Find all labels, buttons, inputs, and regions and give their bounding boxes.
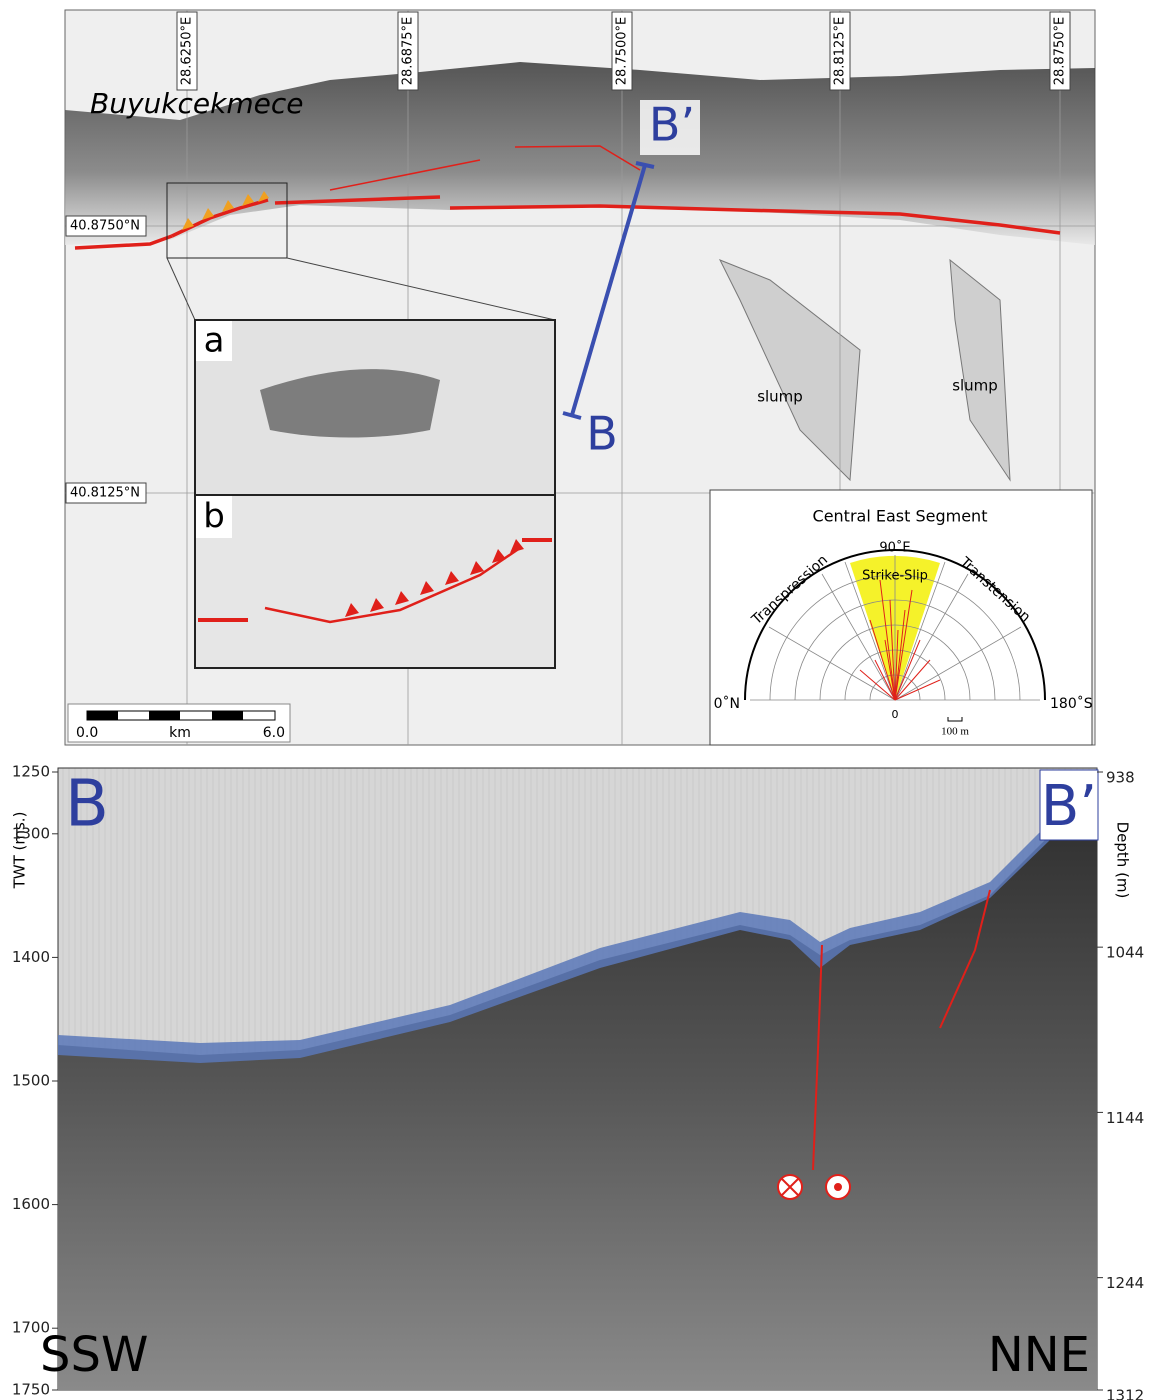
rose-scale-label: 100 m — [941, 726, 969, 738]
scale-label: 6.0 — [263, 725, 285, 741]
rose-end-label: 180˚S — [1050, 695, 1093, 712]
label-box — [611, 11, 633, 91]
inset-locator — [166, 182, 288, 259]
label-box — [1039, 769, 1099, 841]
direction-label: SSW — [40, 1327, 148, 1383]
label-box — [397, 11, 419, 91]
rose-sector-label: Strike-Slip — [862, 569, 928, 584]
subsurface — [58, 770, 1097, 1390]
inset-leader — [166, 257, 196, 321]
y2-tick-label: 1312 — [1106, 1387, 1144, 1400]
longitude-label: 28.6875°E — [401, 17, 416, 85]
slip-symbols — [777, 1174, 851, 1200]
scale-label: km — [169, 725, 191, 741]
inset-label: b — [203, 497, 225, 537]
y-tick-label: 1750 — [12, 1381, 50, 1399]
slump-label: slump — [757, 388, 803, 406]
rose-outline — [744, 549, 1046, 701]
map: a b B’ B Buyukcekmece slump slump 28.625… — [64, 9, 1096, 746]
y2-axis-label: Depth (m) — [1114, 822, 1132, 899]
label-box — [65, 482, 147, 504]
inset-b-fault — [198, 538, 552, 624]
y-tick-label: 1300 — [12, 824, 50, 842]
shelf-relief — [65, 62, 1095, 245]
inset-label-box — [196, 321, 232, 361]
rose-origin: 0 — [892, 708, 899, 721]
scale-label: 0.0 — [76, 725, 98, 741]
slump-label: slump — [952, 377, 998, 395]
y-tick-label: 1250 — [12, 763, 50, 781]
longitude-label: 28.8125°E — [833, 17, 848, 85]
y-tick-label: 1700 — [12, 1319, 50, 1337]
inset-a-relief — [260, 369, 440, 438]
y2-tick-label: 1144 — [1106, 1109, 1144, 1127]
inset-label: a — [204, 321, 225, 361]
y-axis-label: TWT (ms.) — [11, 812, 29, 890]
inset-label-box — [196, 496, 232, 538]
inset-leader — [286, 257, 556, 321]
label-box — [1049, 11, 1071, 91]
latitude-label: 40.8750°N — [70, 219, 140, 234]
y2-tick-label: 938 — [1106, 769, 1135, 787]
rose-grid — [750, 555, 1040, 701]
y-tick-label: 1500 — [12, 1072, 50, 1090]
profile-faults — [812, 889, 991, 1171]
profile-start-label: B — [586, 407, 618, 461]
rose-top-label: 90˚E — [879, 540, 910, 556]
rose-title: Central East Segment — [813, 507, 988, 526]
inset-b — [194, 494, 556, 669]
longitude-labels: 28.6250°E 28.6875°E 28.7500°E 28.8125°E 28.8… — [176, 11, 1071, 91]
scale-box — [67, 703, 291, 743]
profile-end-label: B’ — [649, 98, 695, 152]
y2-tick-label: 1244 — [1106, 1274, 1144, 1292]
label-box — [65, 215, 147, 237]
longitude-label: 28.6250°E — [180, 17, 195, 85]
y-ticks: 1250 1300 1400 1500 1600 1700 1750 938 1044 1144 1… — [12, 763, 1144, 1400]
thrust-teeth — [182, 191, 269, 230]
label-box — [829, 11, 851, 91]
longitude-label: 28.8750°E — [1053, 17, 1068, 85]
y-tick-label: 1400 — [12, 948, 50, 966]
latitude-label: 40.8125°N — [70, 486, 140, 501]
rose-scale — [947, 717, 963, 722]
rose-end-label: 0˚N — [714, 695, 740, 712]
latitude-labels: 40.8750°N 40.8125°N — [65, 215, 147, 504]
slump-scar — [718, 258, 1011, 482]
profile-line — [562, 161, 655, 420]
label-box — [176, 11, 198, 91]
label-box — [640, 100, 700, 155]
y2-tick-label: 1044 — [1106, 944, 1144, 962]
scale-bar — [86, 710, 276, 721]
direction-label: NNE — [988, 1327, 1090, 1383]
profile-start-label: B — [65, 768, 109, 842]
place-label: Buyukcekmece — [90, 87, 303, 120]
y-tick-label: 1600 — [12, 1195, 50, 1213]
profile-end-label: B’ — [1041, 774, 1097, 839]
seismic-profile: B B’ SSW NNE TWT (ms.) Depth (m) 1250 130… — [11, 763, 1145, 1400]
longitude-label: 28.7500°E — [615, 17, 630, 85]
rose-strikes — [859, 579, 941, 701]
